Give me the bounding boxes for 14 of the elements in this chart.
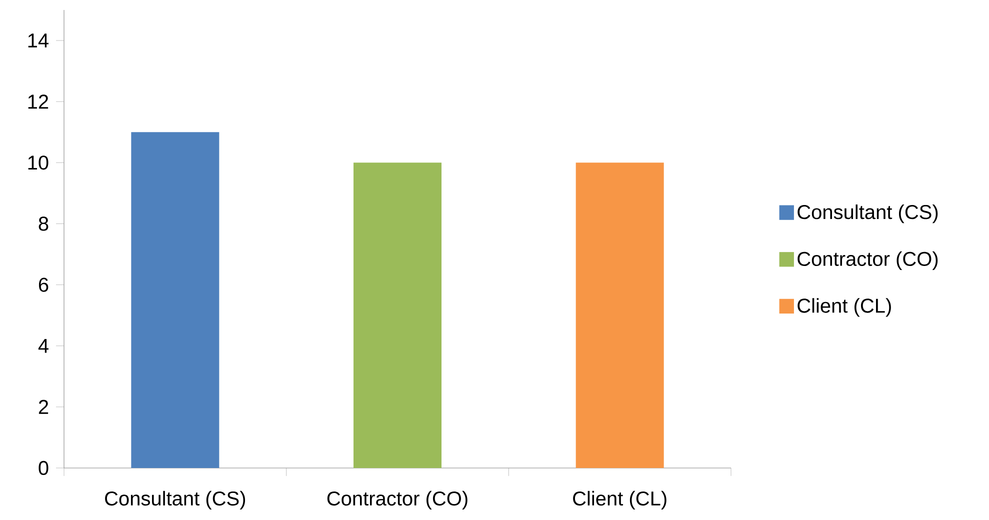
y-tick-label: 10 [28, 156, 48, 170]
y-tick-label: 12 [28, 94, 48, 109]
y-tick-label: 6 [38, 278, 48, 292]
legend-label: Consultant (CS) [798, 204, 938, 224]
x-tick-label: Contractor (CO) [327, 490, 468, 510]
y-tick-label: 14 [28, 34, 48, 48]
y-tick-label: 4 [38, 338, 48, 353]
legend-label: Client (CL) [798, 298, 891, 317]
y-tick-label: 0 [38, 460, 48, 476]
y-tick-label: 8 [38, 216, 48, 231]
x-tick-label: Consultant (CS) [105, 490, 246, 510]
y-tick-label: 2 [38, 400, 48, 414]
legend-label: Contractor (CO) [798, 251, 938, 270]
x-tick-label: Client (CL) [573, 490, 666, 510]
